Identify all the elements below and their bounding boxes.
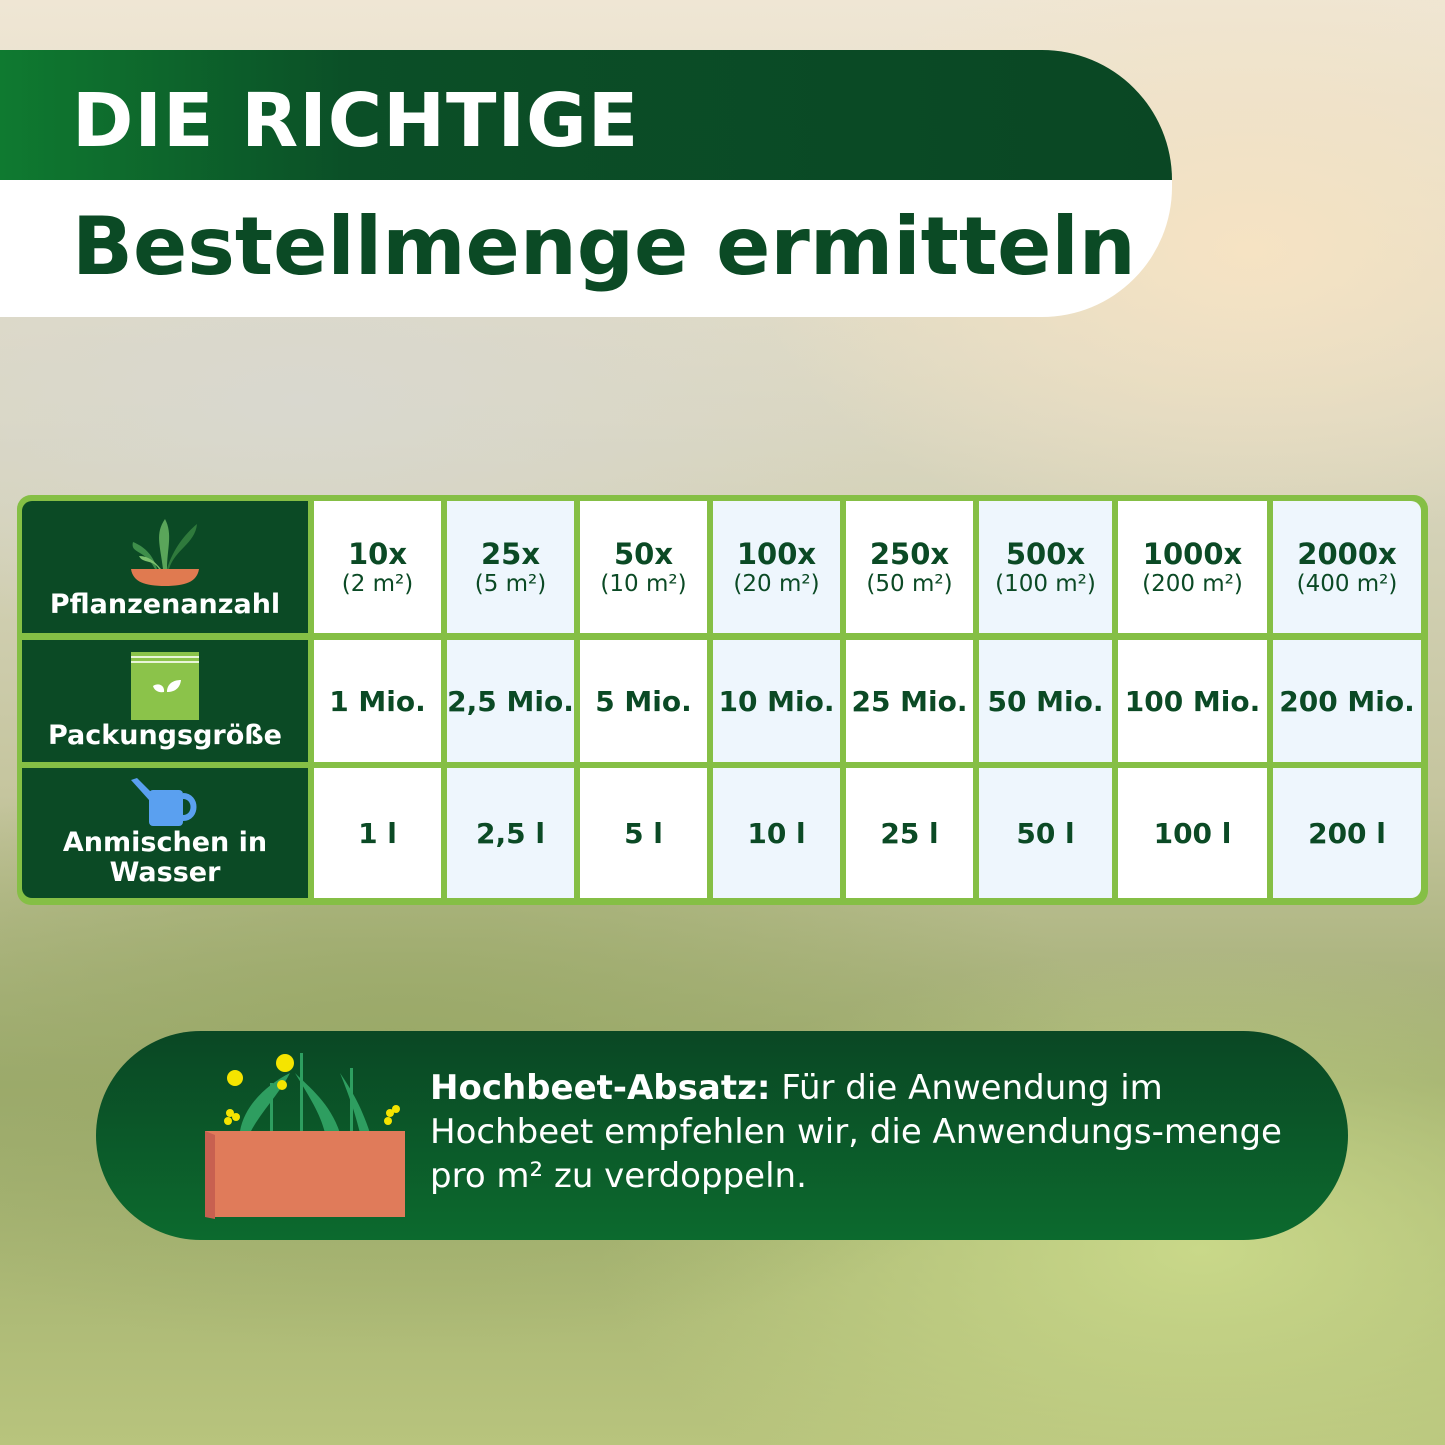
water-amount-cell: 2,5 l: [447, 768, 574, 898]
plant-count-cell: 2000x (400 m²): [1273, 501, 1421, 633]
package-size-cell: 1 Mio.: [314, 640, 441, 762]
plant-count: 100x: [736, 537, 817, 571]
area: (20 m²): [733, 571, 820, 597]
note-body: Für die Anwendung im Hochbeet empfehlen …: [430, 1068, 1282, 1196]
area: (400 m²): [1296, 571, 1398, 597]
raised-bed-icon: [205, 1053, 405, 1219]
package-size: 2,5 Mio.: [447, 684, 574, 718]
water-amount: 10 l: [747, 816, 806, 850]
plant-count-cell: 100x (20 m²): [713, 501, 840, 633]
package-size-cell: 10 Mio.: [713, 640, 840, 762]
area: (50 m²): [866, 571, 953, 597]
area: (100 m²): [995, 571, 1096, 597]
water-amount: 1 l: [358, 816, 397, 850]
plant-count: 1000x: [1142, 537, 1243, 571]
package-size-cell: 200 Mio.: [1273, 640, 1421, 762]
water-amount: 2,5 l: [476, 816, 545, 850]
water-amount-cell: 25 l: [846, 768, 973, 898]
area: (2 m²): [341, 571, 414, 597]
plant-count-cell: 500x (100 m²): [979, 501, 1112, 633]
plant-count: 10x: [347, 537, 408, 571]
package-size-cell: 50 Mio.: [979, 640, 1112, 762]
plant-count: 250x: [869, 537, 950, 571]
package-size-cell: 2,5 Mio.: [447, 640, 574, 762]
subtitle-banner: [0, 180, 1172, 317]
plant-count: 500x: [1005, 537, 1086, 571]
row-label-text: Packungsgröße: [47, 719, 282, 751]
package-size: 200 Mio.: [1279, 684, 1415, 718]
water-amount: 200 l: [1308, 816, 1386, 850]
row-label-package: Packungsgröße: [22, 640, 308, 762]
order-quantity-table: Pflanzenanzahl Packungsgröße Anmischen i…: [17, 495, 1428, 905]
package-size-cell: 100 Mio.: [1118, 640, 1267, 762]
plant-count: 25x: [480, 537, 541, 571]
plant-count-cell: 250x (50 m²): [846, 501, 973, 633]
row-label-text: Pflanzenanzahl: [49, 589, 281, 620]
package-size: 25 Mio.: [851, 684, 968, 718]
area: (5 m²): [474, 571, 547, 597]
water-amount-cell: 50 l: [979, 768, 1112, 898]
plant-pot-icon: [131, 519, 199, 586]
package-size-cell: 5 Mio.: [580, 640, 707, 762]
row-label-plants: Pflanzenanzahl: [22, 501, 308, 633]
water-amount: 50 l: [1016, 816, 1075, 850]
water-amount: 25 l: [880, 816, 939, 850]
package-size: 10 Mio.: [718, 684, 835, 718]
water-amount: 100 l: [1153, 816, 1232, 850]
watering-can-icon: [131, 778, 197, 826]
plant-count-cell: 50x (10 m²): [580, 501, 707, 633]
package-size: 100 Mio.: [1124, 684, 1261, 718]
plant-count: 50x: [613, 537, 674, 571]
package-size: 5 Mio.: [595, 684, 692, 718]
row-label-water: Anmischen in Wasser: [22, 768, 308, 898]
plant-count-cell: 25x (5 m²): [447, 501, 574, 633]
row-label-text: Anmischen in Wasser: [62, 827, 268, 888]
note-heading: Hochbeet-Absatz:: [430, 1068, 771, 1108]
water-amount-cell: 100 l: [1118, 768, 1267, 898]
plant-count-cell: 1000x (200 m²): [1118, 501, 1267, 633]
area: (10 m²): [600, 571, 687, 597]
water-amount-cell: 200 l: [1273, 768, 1421, 898]
water-amount-cell: 1 l: [314, 768, 441, 898]
subtitle: Bestellmenge ermitteln: [72, 200, 1136, 293]
plant-count: 2000x: [1297, 537, 1397, 571]
seed-pack-icon: [131, 651, 199, 720]
package-size: 1 Mio.: [329, 684, 426, 718]
title-banner: [0, 50, 1172, 182]
area: (200 m²): [1142, 571, 1243, 597]
water-amount-cell: 10 l: [713, 768, 840, 898]
title: DIE RICHTIGE: [72, 78, 640, 164]
plant-count-cell: 10x (2 m²): [314, 501, 441, 633]
note-text: Hochbeet-Absatz: Für die Anwendung im Ho…: [430, 1066, 1310, 1198]
water-amount: 5 l: [624, 816, 663, 850]
package-size: 50 Mio.: [987, 684, 1104, 718]
package-size-cell: 25 Mio.: [846, 640, 973, 762]
water-amount-cell: 5 l: [580, 768, 707, 898]
raised-bed-note: Hochbeet-Absatz: Für die Anwendung im Ho…: [96, 1031, 1348, 1240]
